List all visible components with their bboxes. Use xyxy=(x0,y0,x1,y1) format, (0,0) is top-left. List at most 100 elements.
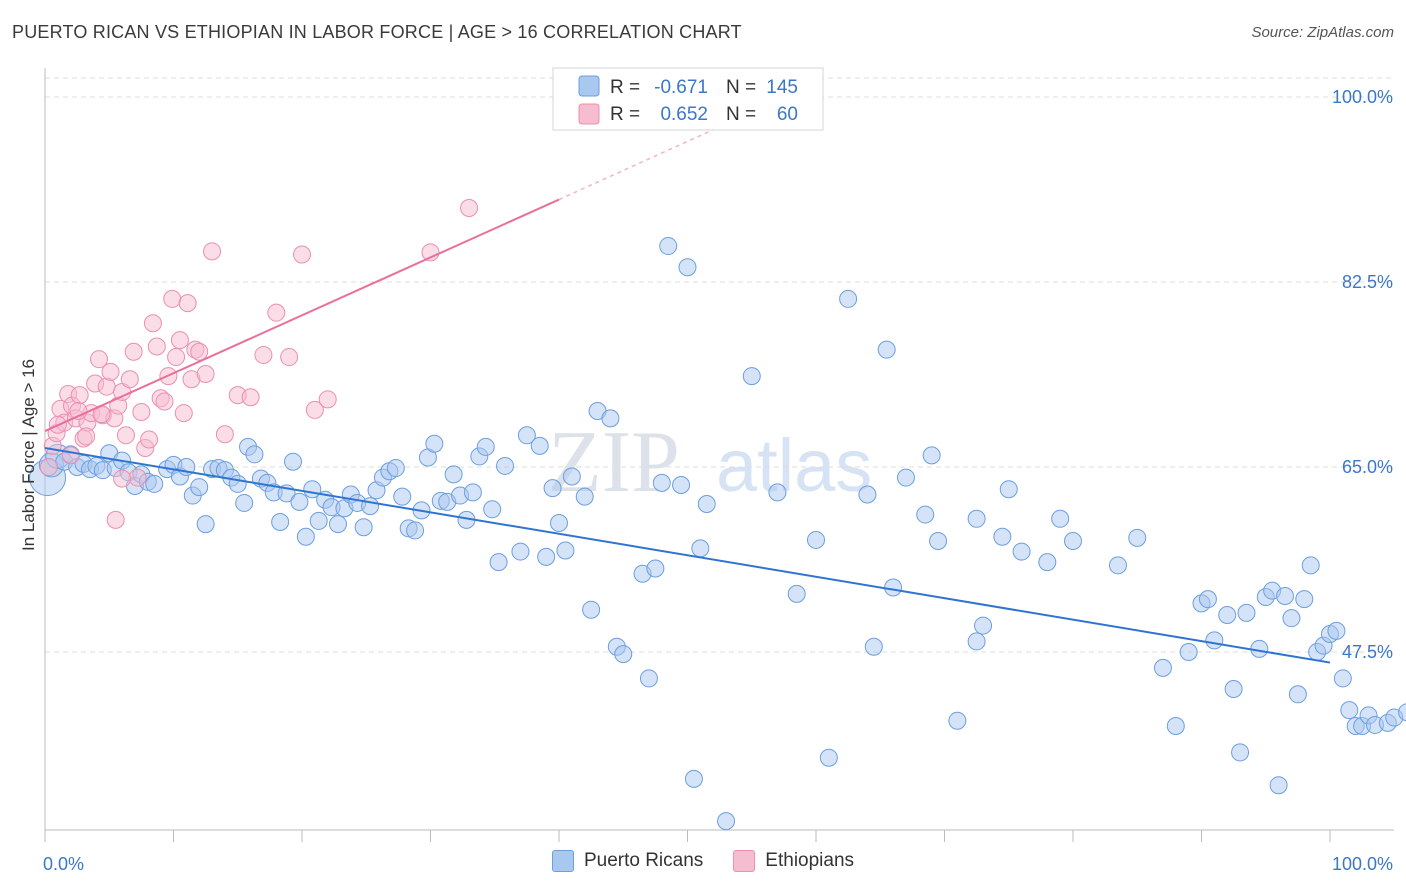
puerto-rican-point xyxy=(562,467,581,486)
puerto-rican-point xyxy=(922,446,941,465)
puerto-rican-point xyxy=(877,340,896,359)
puerto-rican-point xyxy=(1038,553,1057,572)
puerto-rican-point xyxy=(1153,658,1172,677)
puerto-rican-point xyxy=(444,465,463,484)
puerto-rican-point xyxy=(691,539,710,558)
puerto-rican-point xyxy=(496,456,515,475)
puerto-rican-point xyxy=(284,452,303,471)
legend-swatch-ethiopians xyxy=(733,850,756,872)
y-axis-label: In Labor Force | Age > 16 xyxy=(19,359,38,551)
ethiopian-point xyxy=(113,469,132,488)
legend-r-label-2: R = xyxy=(610,104,640,125)
puerto-rican-point xyxy=(1288,685,1307,704)
puerto-rican-point xyxy=(929,532,948,550)
puerto-rican-points xyxy=(29,237,1406,831)
puerto-rican-point xyxy=(309,511,328,530)
y-tick-label-1: 65.0% xyxy=(1342,457,1393,477)
legend-item-ethiopians[interactable]: Ethiopians xyxy=(733,850,854,872)
puerto-rican-point xyxy=(1108,556,1127,575)
puerto-rican-point xyxy=(1051,509,1070,528)
puerto-rican-point xyxy=(999,480,1018,499)
puerto-rican-point xyxy=(652,473,671,492)
puerto-rican-point xyxy=(145,474,164,493)
ethiopian-trend-line xyxy=(44,198,560,432)
series-legend: Puerto Ricans Ethiopians xyxy=(0,850,1406,872)
puerto-rican-point xyxy=(659,237,678,256)
ethiopian-point xyxy=(89,350,108,369)
ethiopian-point xyxy=(421,243,440,262)
puerto-rican-point xyxy=(393,487,412,506)
puerto-rican-point xyxy=(517,426,536,445)
ethiopian-point xyxy=(106,510,125,529)
puerto-rican-point xyxy=(190,478,209,497)
ethiopian-trend-extension xyxy=(558,129,714,201)
puerto-rican-point xyxy=(1064,532,1082,550)
legend-n-label-2: N = xyxy=(726,104,756,125)
puerto-rican-point xyxy=(1166,717,1185,735)
puerto-rican-point xyxy=(1295,590,1314,609)
puerto-rican-point xyxy=(1282,609,1301,628)
puerto-rican-point xyxy=(196,515,215,534)
ethiopian-point xyxy=(128,468,147,487)
ethiopian-point xyxy=(39,458,58,476)
puerto-rican-point xyxy=(646,559,665,578)
puerto-rican-point xyxy=(1327,621,1346,640)
ethiopian-point xyxy=(124,342,143,361)
puerto-rican-point xyxy=(290,492,309,511)
puerto-rican-point xyxy=(1333,669,1352,688)
puerto-rican-point xyxy=(967,632,986,651)
puerto-rican-trend-line xyxy=(44,446,1331,664)
puerto-rican-point xyxy=(463,483,482,502)
y-tick-label-0: 47.5% xyxy=(1342,642,1393,662)
puerto-rican-point xyxy=(864,637,883,656)
y-tick-labels: 47.5% 65.0% 82.5% 100.0% xyxy=(1332,87,1393,662)
puerto-rican-point xyxy=(717,812,736,831)
puerto-rican-point xyxy=(361,497,380,516)
ethiopian-point xyxy=(241,388,260,407)
puerto-rican-point xyxy=(1128,528,1147,547)
ethiopian-point xyxy=(163,289,182,308)
legend-swatch-blue xyxy=(578,75,600,97)
puerto-rican-point xyxy=(582,600,601,619)
puerto-rican-point xyxy=(807,530,825,549)
puerto-rican-point xyxy=(1237,603,1256,622)
puerto-rican-point xyxy=(1224,680,1243,698)
puerto-rican-point xyxy=(768,483,787,502)
legend-label-ethiopians: Ethiopians xyxy=(765,850,855,871)
ethiopian-point xyxy=(203,242,222,261)
legend-n-value-2: 60 xyxy=(777,104,798,125)
ethiopian-point xyxy=(318,390,337,409)
puerto-rican-point xyxy=(530,436,549,455)
puerto-rican-point xyxy=(235,493,254,512)
ethiopian-points xyxy=(39,199,479,529)
ethiopian-point xyxy=(147,337,166,356)
puerto-rican-point xyxy=(476,437,495,456)
ethiopian-point xyxy=(97,377,116,396)
puerto-rican-point xyxy=(1398,703,1406,722)
watermark-zip: ZIP xyxy=(548,414,680,511)
puerto-rican-point xyxy=(489,553,508,572)
puerto-rican-point xyxy=(406,521,425,540)
x-tick-label-1: 100.0% xyxy=(1332,854,1393,874)
puerto-rican-point xyxy=(993,527,1012,546)
ethiopian-point xyxy=(196,364,215,383)
ethiopian-point xyxy=(280,348,299,367)
puerto-rican-point xyxy=(787,584,806,603)
puerto-rican-point xyxy=(483,500,502,519)
y-tick-label-2: 82.5% xyxy=(1342,272,1393,292)
puerto-rican-point xyxy=(672,475,691,494)
ethiopian-point xyxy=(178,294,197,313)
ethiopian-point xyxy=(293,245,311,264)
puerto-rican-point xyxy=(550,514,568,533)
puerto-rican-point xyxy=(639,669,658,688)
puerto-rican-point xyxy=(697,495,716,513)
chart-title: PUERTO RICAN VS ETHIOPIAN IN LABOR FORCE… xyxy=(12,22,742,42)
legend-n-label-1: N = xyxy=(726,77,756,98)
puerto-rican-point xyxy=(386,459,405,478)
puerto-rican-point xyxy=(1340,701,1359,720)
legend-item-puerto-ricans[interactable]: Puerto Ricans xyxy=(551,850,703,872)
puerto-rican-point xyxy=(614,645,633,664)
puerto-rican-point xyxy=(839,289,858,308)
puerto-rican-point xyxy=(1198,590,1217,609)
